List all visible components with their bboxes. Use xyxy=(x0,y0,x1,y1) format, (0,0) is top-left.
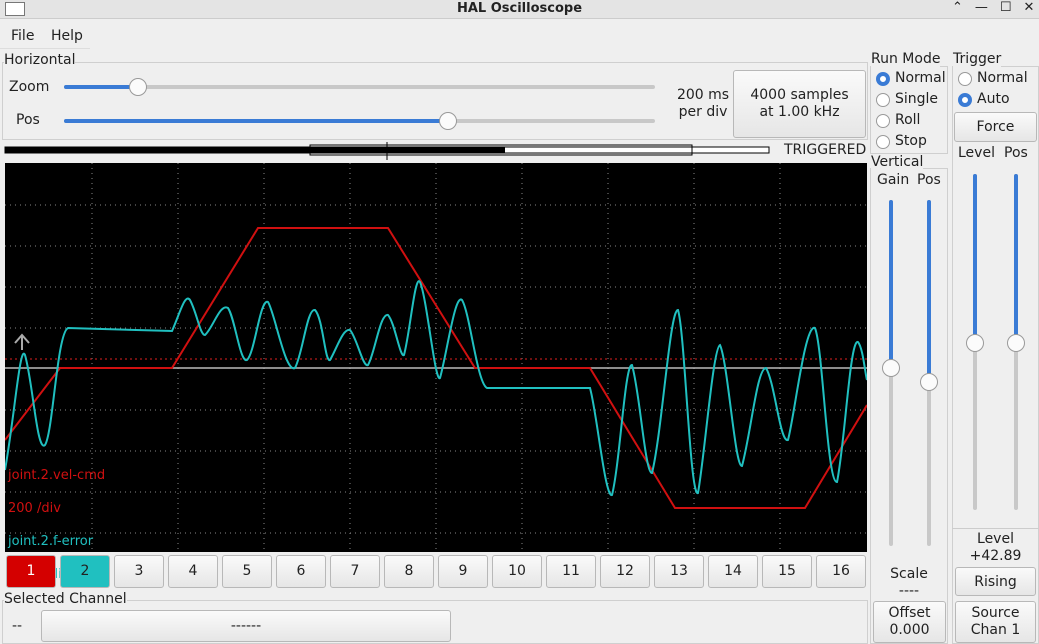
rate-text: 200 ms per div xyxy=(668,87,738,121)
trace-cyan xyxy=(5,280,867,497)
text-line: per div xyxy=(678,104,728,120)
text-line: Scale xyxy=(890,566,928,582)
menu-item[interactable]: Help xyxy=(51,28,83,44)
trace-red xyxy=(5,227,867,509)
slider-fill xyxy=(64,119,448,123)
position-bar xyxy=(4,142,770,160)
channel-button[interactable]: 6 xyxy=(276,555,326,588)
slider-thumb[interactable] xyxy=(1007,334,1025,352)
channel-button[interactable]: 12 xyxy=(600,555,650,588)
channel-button[interactable]: 1 xyxy=(6,555,56,588)
radio-label[interactable]: Roll xyxy=(895,112,921,128)
group-title: Horizontal xyxy=(4,52,76,68)
radio-label[interactable]: Normal xyxy=(977,70,1028,86)
gain-label: Gain xyxy=(877,172,910,188)
window-icon xyxy=(5,2,25,16)
selected-value: -- xyxy=(12,618,23,634)
radio-label[interactable]: Stop xyxy=(895,133,927,149)
channel-button[interactable]: 5 xyxy=(222,555,272,588)
zoom-slider[interactable] xyxy=(64,85,655,89)
channel-button[interactable]: 16 xyxy=(816,555,866,588)
channel-button[interactable]: 2 xyxy=(60,555,110,588)
scale-text: Scale ---- xyxy=(870,566,948,600)
slider-fill xyxy=(889,200,893,368)
text-line: ---- xyxy=(898,583,920,599)
trace-name: joint.2.vel-cmd xyxy=(8,467,106,483)
text-line: Chan 1 xyxy=(970,622,1021,638)
text-line: at 1.00 kHz xyxy=(759,104,840,120)
radio-button[interactable] xyxy=(876,72,890,86)
zoom-label: Zoom xyxy=(9,79,50,95)
text-line: +42.89 xyxy=(969,548,1022,564)
view-window xyxy=(309,144,693,156)
channel-button[interactable]: 10 xyxy=(492,555,542,588)
samples-button[interactable]: 4000 samples at 1.00 kHz xyxy=(733,70,866,138)
group-title: Selected Channel xyxy=(4,591,127,607)
text-line: Source xyxy=(971,605,1020,621)
text-line: 4000 samples xyxy=(750,87,849,103)
radio-button[interactable] xyxy=(958,93,972,107)
slider-thumb[interactable] xyxy=(966,334,984,352)
scope-display xyxy=(5,163,867,552)
channel-button[interactable]: 3 xyxy=(114,555,164,588)
group-title: Run Mode xyxy=(871,51,941,67)
slider-fill xyxy=(973,174,977,343)
source-button[interactable]: Source Chan 1 xyxy=(955,601,1036,643)
trace-scale: 200 /div xyxy=(8,500,61,516)
radio-label[interactable]: Single xyxy=(895,91,939,107)
channel-button[interactable]: 4 xyxy=(168,555,218,588)
level-label: Level xyxy=(958,145,995,161)
record-fill xyxy=(5,147,505,153)
pos-label: Pos xyxy=(1004,145,1028,161)
text-line: 0.000 xyxy=(889,622,930,638)
channel-button[interactable]: 11 xyxy=(546,555,596,588)
trace-name: joint.2.f-error xyxy=(8,533,94,549)
menu-item[interactable]: File xyxy=(11,28,35,44)
trigger-arrow xyxy=(14,333,30,350)
slider-fill xyxy=(927,200,931,382)
force-button[interactable]: Force xyxy=(954,112,1037,142)
edge-button[interactable]: Rising xyxy=(955,567,1036,596)
level-text: Level +42.89 xyxy=(952,531,1039,565)
radio-label[interactable]: Auto xyxy=(977,91,1010,107)
pos-label: Pos xyxy=(917,172,941,188)
channel-button[interactable]: 8 xyxy=(384,555,434,588)
radio-button[interactable] xyxy=(876,114,890,128)
slider-fill xyxy=(1014,174,1018,343)
slider-fill xyxy=(64,85,138,89)
radio-button[interactable] xyxy=(876,135,890,149)
text-line: Level xyxy=(977,531,1014,547)
offset-button[interactable]: Offset 0.000 xyxy=(873,601,946,643)
radio-button[interactable] xyxy=(958,72,972,86)
title-bar xyxy=(0,0,1039,19)
channel-button[interactable]: 7 xyxy=(330,555,380,588)
group-title: Vertical xyxy=(871,154,924,170)
pos-label: Pos xyxy=(16,112,40,128)
text-line: Offset xyxy=(888,605,931,621)
text-line: 200 ms xyxy=(676,87,730,103)
window-controls[interactable]: ⌃—☐✕ xyxy=(952,0,1039,15)
status: TRIGGERED xyxy=(784,142,867,158)
slider-thumb[interactable] xyxy=(882,359,900,377)
horizontal-group xyxy=(2,62,868,140)
group-title: Trigger xyxy=(953,51,1002,67)
slider-thumb[interactable] xyxy=(920,373,938,391)
channel-button[interactable]: 13 xyxy=(654,555,704,588)
selected-button[interactable]: ------ xyxy=(41,610,451,642)
slider-thumb[interactable] xyxy=(439,112,457,130)
menu-underline xyxy=(0,48,90,49)
separator xyxy=(952,528,1039,529)
window-title: HAL Oscilloscope xyxy=(456,1,583,16)
radio-button[interactable] xyxy=(876,93,890,107)
radio-label[interactable]: Normal xyxy=(895,70,946,86)
channel-button[interactable]: 15 xyxy=(762,555,812,588)
slider-thumb[interactable] xyxy=(129,78,147,96)
channel-button[interactable]: 14 xyxy=(708,555,758,588)
channel-button[interactable]: 9 xyxy=(438,555,488,588)
